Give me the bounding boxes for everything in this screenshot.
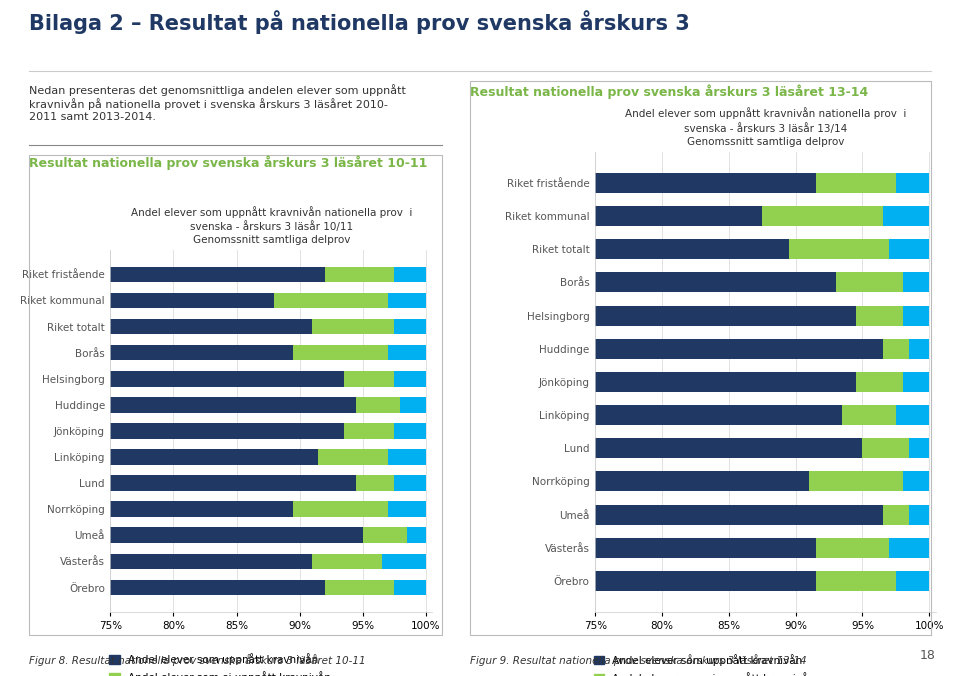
Bar xyxy=(909,438,929,458)
Text: 18: 18 xyxy=(920,650,936,662)
Bar xyxy=(0,339,882,359)
Title: Andel elever som uppnått kravnivån nationella prov  i
svenska - årskurs 3 läsår : Andel elever som uppnått kravnivån natio… xyxy=(131,206,412,245)
Text: Resultat nationella prov svenska årskurs 3 läsåret 10-11: Resultat nationella prov svenska årskurs… xyxy=(29,155,427,170)
Bar xyxy=(407,527,425,543)
Bar xyxy=(0,505,882,525)
Bar xyxy=(293,345,388,360)
Bar xyxy=(0,372,855,392)
Bar xyxy=(896,173,929,193)
Bar xyxy=(0,272,836,293)
Bar xyxy=(395,266,425,282)
Bar xyxy=(395,319,425,335)
Bar xyxy=(789,239,889,259)
Bar xyxy=(902,471,929,491)
Bar xyxy=(0,405,843,425)
Bar xyxy=(843,405,896,425)
Bar xyxy=(816,538,889,558)
Bar xyxy=(293,502,388,517)
Bar xyxy=(902,306,929,326)
Bar xyxy=(0,438,862,458)
Bar xyxy=(312,319,395,335)
Bar xyxy=(0,206,762,226)
Bar xyxy=(388,450,425,465)
Text: Resultat nationella prov svenska årskurs 3 läsåret 13-14: Resultat nationella prov svenska årskurs… xyxy=(470,84,869,99)
Bar xyxy=(0,475,356,491)
Bar xyxy=(0,471,809,491)
Bar xyxy=(882,505,909,525)
Bar xyxy=(0,239,789,259)
Bar xyxy=(319,450,388,465)
Bar xyxy=(344,371,395,387)
Bar xyxy=(400,397,425,412)
Bar xyxy=(395,371,425,387)
Bar xyxy=(395,475,425,491)
Bar xyxy=(909,339,929,359)
Bar xyxy=(882,206,929,226)
Bar xyxy=(762,206,882,226)
Text: Figur 9. Resultat nationella prov svenska årskurs 3 läsåret 13-14: Figur 9. Resultat nationella prov svensk… xyxy=(470,654,807,666)
Bar xyxy=(0,538,816,558)
Text: Bilaga 2 – Resultat på nationella prov svenska årskurs 3: Bilaga 2 – Resultat på nationella prov s… xyxy=(29,10,689,34)
Bar xyxy=(381,554,425,569)
Bar xyxy=(0,423,344,439)
Bar xyxy=(855,372,902,392)
Bar xyxy=(882,339,909,359)
Bar xyxy=(324,580,395,596)
Bar xyxy=(909,505,929,525)
Legend: Andel elever som uppnått kravnivån, Andel elever som ej uppnått kravnivån, Andel: Andel elever som uppnått kravnivån, Ande… xyxy=(593,654,815,676)
Bar xyxy=(862,438,909,458)
Bar xyxy=(0,580,324,596)
Bar xyxy=(896,405,929,425)
Bar xyxy=(902,372,929,392)
Bar xyxy=(0,345,293,360)
Bar xyxy=(889,538,929,558)
Bar xyxy=(0,450,319,465)
Bar xyxy=(388,293,425,308)
Bar xyxy=(0,371,344,387)
Bar xyxy=(809,471,902,491)
Bar xyxy=(816,571,896,591)
Bar xyxy=(275,293,388,308)
Bar xyxy=(312,554,381,569)
Bar xyxy=(0,319,312,335)
Bar xyxy=(324,266,395,282)
Bar xyxy=(836,272,902,293)
Bar xyxy=(388,502,425,517)
Bar xyxy=(356,397,400,412)
Bar xyxy=(0,266,324,282)
Bar xyxy=(344,423,395,439)
Text: Nedan presenteras det genomsnittliga andelen elever som uppnått
kravnivån på nat: Nedan presenteras det genomsnittliga and… xyxy=(29,84,406,122)
Bar xyxy=(896,571,929,591)
Bar xyxy=(889,239,929,259)
Title: Andel elever som uppnått kravnivån nationella prov  i
svenska - årskurs 3 läsår : Andel elever som uppnått kravnivån natio… xyxy=(625,107,906,147)
Text: Figur 8. Resultat nationella prov svenska årskurs 3 läsåret 10-11: Figur 8. Resultat nationella prov svensk… xyxy=(29,654,366,666)
Bar xyxy=(855,306,902,326)
Bar xyxy=(0,527,363,543)
Bar xyxy=(0,502,293,517)
Bar xyxy=(0,173,816,193)
Bar xyxy=(395,580,425,596)
Bar xyxy=(356,475,395,491)
Bar xyxy=(902,272,929,293)
Bar xyxy=(363,527,407,543)
Legend: Andel elever som uppnått kravnivån, Andel elever som ej uppnått kravnivån, Andel: Andel elever som uppnått kravnivån, Ande… xyxy=(109,653,331,676)
Bar xyxy=(0,554,312,569)
Bar xyxy=(0,397,356,412)
Bar xyxy=(388,345,425,360)
Bar xyxy=(0,306,855,326)
Bar xyxy=(816,173,896,193)
Bar xyxy=(395,423,425,439)
Bar xyxy=(0,293,275,308)
Bar xyxy=(0,571,816,591)
